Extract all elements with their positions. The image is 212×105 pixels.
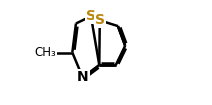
- Text: CH₃: CH₃: [35, 46, 56, 59]
- Text: S: S: [86, 9, 96, 23]
- Text: N: N: [77, 70, 88, 84]
- Text: S: S: [95, 13, 105, 27]
